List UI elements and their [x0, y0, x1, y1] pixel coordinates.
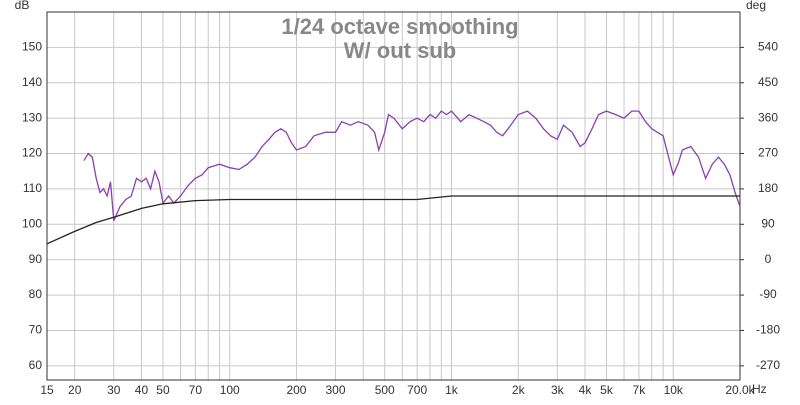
- x-tick-label: 30: [107, 383, 121, 397]
- y2-tick-label: 450: [758, 75, 778, 89]
- y2-tick-label: -90: [759, 287, 777, 301]
- y-tick-label: 100: [22, 216, 42, 230]
- x-tick-label: 15: [40, 383, 54, 397]
- y-tick-label: 150: [22, 40, 42, 54]
- x-tick-label: 40: [135, 383, 149, 397]
- x-tick-label: 4k: [579, 383, 593, 397]
- x-tick-label: 70: [189, 383, 203, 397]
- chart-title: W/ out sub: [344, 38, 456, 63]
- y-tick-label: 120: [22, 146, 42, 160]
- y-tick-label: 90: [29, 252, 43, 266]
- x-tick-label: 500: [375, 383, 395, 397]
- y2-tick-label: 540: [758, 40, 778, 54]
- chart-title: 1/24 octave smoothing: [281, 14, 518, 39]
- y2-tick-label: 90: [761, 216, 775, 230]
- y2-axis-label: deg: [746, 0, 766, 12]
- x-tick-label: 300: [326, 383, 346, 397]
- y-axis-label: dB: [15, 0, 30, 12]
- x-tick-label: 200: [286, 383, 306, 397]
- y2-tick-label: -270: [756, 358, 780, 372]
- y2-tick-label: 360: [758, 110, 778, 124]
- y2-tick-label: 270: [758, 146, 778, 160]
- series-line: [46, 195, 740, 245]
- series-line: [83, 110, 741, 222]
- y-tick-label: 110: [23, 181, 42, 195]
- x-tick-label: 50: [156, 383, 170, 397]
- x-tick-label: 1k: [445, 383, 459, 397]
- x-tick-label: 20: [68, 383, 82, 397]
- y2-tick-label: -180: [756, 323, 780, 337]
- y-tick-label: 130: [22, 110, 42, 124]
- x-tick-label: 3k: [551, 383, 565, 397]
- x-tick-label: 2k: [512, 383, 526, 397]
- y-tick-label: 140: [22, 75, 42, 89]
- x-axis-label: Hz: [752, 382, 767, 396]
- x-tick-label: 7k: [633, 383, 647, 397]
- y-tick-label: 60: [29, 358, 43, 372]
- y-tick-label: 70: [29, 323, 43, 337]
- y2-tick-label: 0: [765, 252, 772, 266]
- x-tick-label: 20.0k: [725, 383, 755, 397]
- x-tick-label: 700: [407, 383, 427, 397]
- x-tick-label: 10k: [664, 383, 684, 397]
- y2-tick-label: 180: [758, 181, 778, 195]
- x-tick-label: 100: [220, 383, 240, 397]
- y-tick-label: 80: [29, 287, 43, 301]
- x-tick-label: 5k: [600, 383, 614, 397]
